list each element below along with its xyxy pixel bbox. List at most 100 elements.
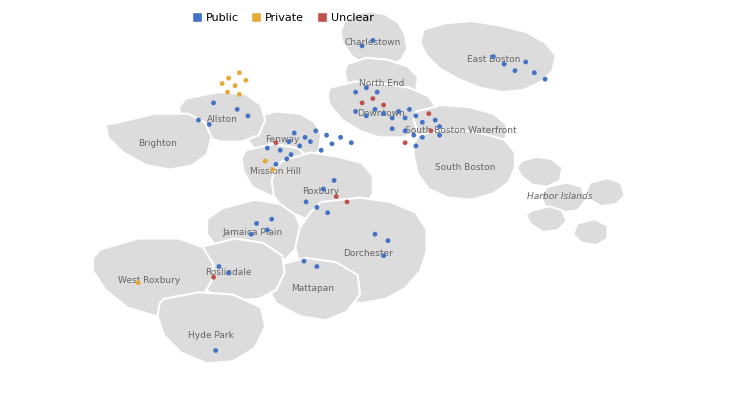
Text: West Roxbury: West Roxbury bbox=[118, 276, 180, 285]
Point bbox=[328, 177, 340, 184]
Point bbox=[260, 158, 272, 164]
Point bbox=[433, 123, 445, 130]
Polygon shape bbox=[207, 200, 302, 267]
Point bbox=[429, 117, 441, 123]
Point bbox=[223, 270, 235, 276]
Point bbox=[369, 231, 381, 238]
Point bbox=[416, 134, 428, 141]
Text: Dorchester: Dorchester bbox=[344, 249, 394, 258]
Point bbox=[240, 77, 252, 84]
Point bbox=[304, 138, 316, 145]
Polygon shape bbox=[296, 198, 427, 303]
Polygon shape bbox=[541, 183, 586, 213]
Legend: Public, Private, Unclear: Public, Private, Unclear bbox=[188, 8, 378, 27]
Point bbox=[221, 89, 233, 95]
Point bbox=[299, 134, 311, 141]
Point bbox=[377, 252, 389, 259]
Polygon shape bbox=[517, 157, 562, 187]
Point bbox=[350, 108, 361, 115]
Point bbox=[408, 132, 420, 139]
Point bbox=[367, 37, 379, 44]
Text: South Boston: South Boston bbox=[435, 163, 496, 172]
Point bbox=[208, 274, 220, 281]
Point bbox=[520, 59, 532, 66]
Point bbox=[317, 186, 329, 192]
Point bbox=[300, 199, 312, 205]
Point bbox=[382, 237, 394, 244]
Point bbox=[361, 113, 373, 119]
Polygon shape bbox=[242, 144, 313, 197]
Point bbox=[425, 128, 437, 134]
Point bbox=[274, 147, 286, 154]
Polygon shape bbox=[526, 206, 566, 232]
Text: Allston: Allston bbox=[207, 115, 238, 123]
Point bbox=[345, 139, 357, 146]
Point bbox=[233, 91, 245, 97]
Text: Fenway: Fenway bbox=[266, 135, 299, 144]
Point bbox=[233, 69, 245, 76]
Point bbox=[399, 115, 411, 121]
Point bbox=[267, 166, 279, 173]
Point bbox=[341, 199, 353, 205]
Text: Harbor Islands: Harbor Islands bbox=[527, 192, 593, 201]
Point bbox=[310, 204, 322, 211]
Point bbox=[193, 117, 205, 123]
Point bbox=[498, 61, 510, 68]
Point bbox=[539, 76, 551, 83]
Point bbox=[416, 119, 428, 126]
Point bbox=[399, 139, 411, 146]
Point bbox=[377, 102, 389, 108]
Polygon shape bbox=[190, 239, 284, 301]
Point bbox=[386, 115, 398, 121]
Point bbox=[242, 113, 254, 119]
Point bbox=[371, 89, 383, 95]
Point bbox=[261, 145, 273, 152]
Point bbox=[509, 67, 521, 74]
Point bbox=[433, 132, 445, 139]
Text: Roslindale: Roslindale bbox=[206, 268, 252, 278]
Point bbox=[367, 95, 379, 102]
Point bbox=[245, 231, 257, 238]
Point bbox=[251, 220, 262, 227]
Polygon shape bbox=[93, 239, 214, 316]
Polygon shape bbox=[266, 258, 360, 320]
Point bbox=[231, 106, 243, 113]
Polygon shape bbox=[246, 111, 321, 164]
Point bbox=[528, 69, 540, 76]
Point bbox=[229, 82, 241, 89]
Point bbox=[326, 140, 338, 147]
Point bbox=[213, 263, 225, 270]
Text: Mattapan: Mattapan bbox=[291, 284, 334, 293]
Point bbox=[261, 226, 273, 233]
Point bbox=[356, 42, 368, 49]
Point bbox=[310, 263, 322, 270]
Point bbox=[369, 106, 381, 113]
Point bbox=[423, 110, 435, 117]
Point bbox=[404, 106, 416, 113]
Point bbox=[270, 161, 282, 168]
Point bbox=[488, 53, 500, 60]
Point bbox=[386, 125, 398, 132]
Polygon shape bbox=[158, 292, 266, 363]
Point bbox=[410, 113, 422, 119]
Point bbox=[208, 100, 220, 106]
Point bbox=[315, 147, 327, 154]
Point bbox=[310, 128, 322, 134]
Point bbox=[330, 193, 342, 200]
Polygon shape bbox=[340, 11, 407, 68]
Point bbox=[356, 100, 368, 106]
Point bbox=[410, 142, 422, 149]
Point bbox=[399, 128, 411, 134]
Point bbox=[210, 347, 222, 354]
Text: Jamaica Plain: Jamaica Plain bbox=[222, 228, 283, 236]
Point bbox=[288, 130, 300, 136]
Point bbox=[350, 89, 361, 95]
Text: Downtown: Downtown bbox=[358, 109, 405, 118]
Point bbox=[280, 155, 292, 162]
Point bbox=[223, 75, 235, 81]
Polygon shape bbox=[345, 58, 418, 105]
Polygon shape bbox=[106, 114, 211, 170]
Text: Mission Hill: Mission Hill bbox=[251, 167, 302, 176]
Point bbox=[285, 151, 297, 158]
Polygon shape bbox=[179, 92, 266, 142]
